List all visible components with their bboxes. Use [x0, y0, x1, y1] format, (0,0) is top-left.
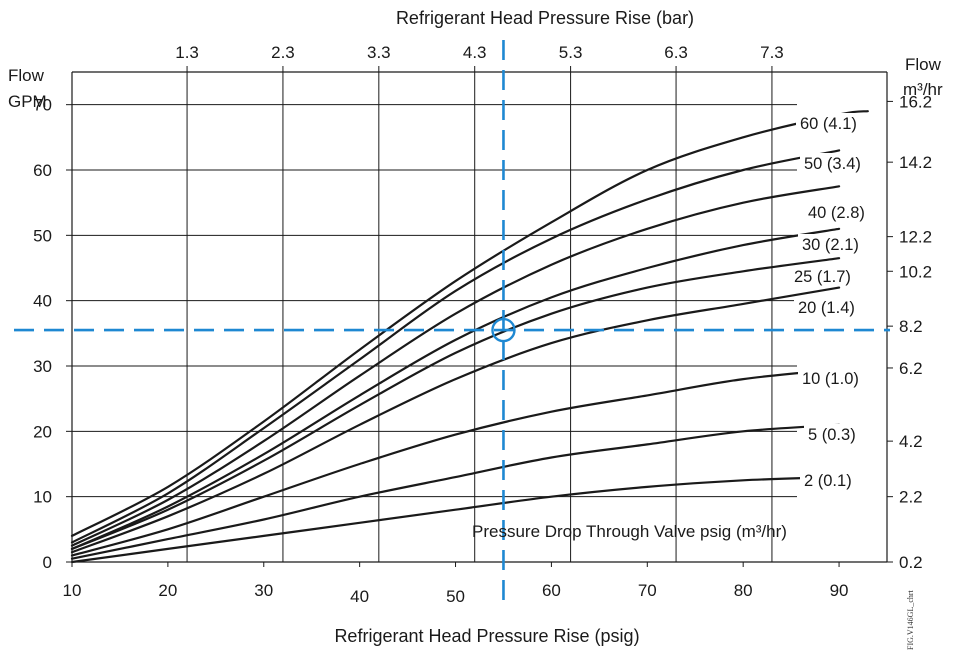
y-right-tick-label: 14.2: [899, 153, 932, 172]
y-right-tick-label: 12.2: [899, 228, 932, 247]
series-label-bg: [798, 368, 878, 389]
x-top-tick-label: 4.3: [463, 43, 487, 62]
x-bottom-tick-label: 60: [542, 581, 561, 600]
y-right-tick-label: 8.2: [899, 317, 923, 336]
x-top-tick-label: 5.3: [559, 43, 583, 62]
series-label-bg: [794, 297, 874, 318]
labels: Refrigerant Head Pressure Rise (bar) Ref…: [8, 8, 943, 650]
y-left-tick-label: 30: [33, 357, 52, 376]
series-line: [70, 110, 869, 537]
axes: [66, 66, 893, 567]
y-left-tick-label: 60: [33, 161, 52, 180]
watermark: FIG.V146GL_chrt: [906, 589, 915, 650]
x-bottom-tick-label: 20: [158, 581, 177, 600]
curves: [70, 110, 884, 564]
series-label-bg: [804, 202, 884, 223]
y-right-tick-label: 0.2: [899, 553, 923, 572]
y-left-tick-label: 40: [33, 292, 52, 311]
series-label-bg: [798, 234, 878, 255]
x-bottom-tick-label: 30: [254, 581, 273, 600]
series-label: 60 (4.1): [800, 115, 857, 133]
series-label-bg: [800, 153, 880, 174]
legend-title: Pressure Drop Through Valve psig (m³/hr): [472, 522, 787, 541]
x-bottom-tick-label: 10: [63, 581, 82, 600]
x-top-tick-label: 6.3: [664, 43, 688, 62]
x-top-tick-label: 3.3: [367, 43, 391, 62]
y-left-tick-label: 10: [33, 488, 52, 507]
y-left-tick-label: 50: [33, 226, 52, 245]
left-axis-title-line2: GPM: [8, 92, 47, 111]
reference-marker: [14, 40, 890, 608]
series-line: [70, 257, 841, 550]
bottom-axis-title: Refrigerant Head Pressure Rise (psig): [334, 626, 639, 646]
y-left-tick-label: 70: [33, 96, 52, 115]
y-right-tick-label: 10.2: [899, 262, 932, 281]
top-axis-title: Refrigerant Head Pressure Rise (bar): [396, 8, 694, 28]
series-label: 30 (2.1): [802, 236, 859, 254]
x-bottom-tick-label: 90: [830, 581, 849, 600]
series-label-bg: [796, 113, 876, 134]
right-axis-title-line1: Flow: [905, 55, 942, 74]
right-axis-title-line2: m³/hr: [903, 80, 943, 99]
x-bottom-tick-label: 40: [350, 587, 369, 606]
series-label: 25 (1.7): [794, 268, 851, 286]
y-left-tick-label: 0: [43, 553, 52, 572]
series-label: 5 (0.3): [808, 426, 856, 444]
series-label-bg: [800, 470, 871, 491]
series-label: 50 (3.4): [804, 155, 861, 173]
series-label: 2 (0.1): [804, 472, 852, 490]
x-top-tick-label: 2.3: [271, 43, 295, 62]
series-label-bg: [804, 424, 875, 445]
series-line: [70, 423, 841, 560]
series-line: [70, 476, 841, 564]
x-top-tick-label: 1.3: [175, 43, 199, 62]
ref-point-marker: [491, 317, 516, 343]
x-bottom-tick-label: 50: [446, 587, 465, 606]
series-line: [70, 185, 841, 547]
series-line: [70, 227, 841, 550]
x-top-tick-label: 7.3: [760, 43, 784, 62]
series-label-bg: [790, 266, 870, 287]
y-right-tick-label: 16.2: [899, 92, 932, 111]
y-right-tick-label: 2.2: [899, 488, 923, 507]
series-line: [70, 286, 841, 554]
series-label: 20 (1.4): [798, 299, 855, 317]
series-line: [70, 368, 841, 557]
series-label: 40 (2.8): [808, 204, 865, 222]
grid: [72, 72, 797, 562]
y-right-tick-label: 6.2: [899, 359, 923, 378]
series-line: [70, 149, 841, 544]
x-bottom-tick-label: 80: [734, 581, 753, 600]
left-axis-title-line1: Flow: [8, 66, 45, 85]
x-bottom-tick-label: 70: [638, 581, 657, 600]
y-left-tick-label: 20: [33, 422, 52, 441]
series-label: 10 (1.0): [802, 370, 859, 388]
y-right-tick-label: 4.2: [899, 432, 923, 451]
